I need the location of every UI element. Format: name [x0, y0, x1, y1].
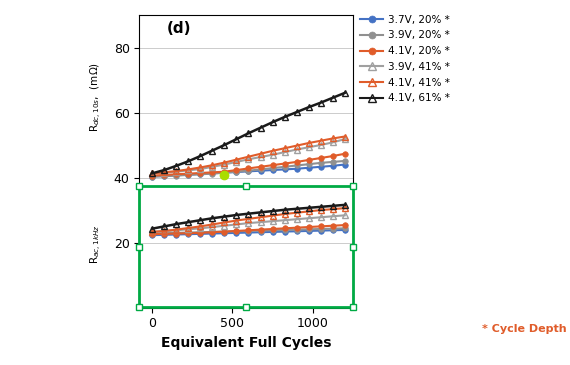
- Text: R$_{dc,10s}$,  (mΩ): R$_{dc,10s}$, (mΩ): [89, 62, 104, 132]
- Text: * Cycle Depth: * Cycle Depth: [482, 323, 566, 334]
- Legend: 3.7V, 20% *, 3.9V, 20% *, 4.1V, 20% *, 3.9V, 41% *, 4.1V, 41% *, 4.1V, 61% *: 3.7V, 20% *, 3.9V, 20% *, 4.1V, 20% *, 3…: [360, 15, 450, 103]
- Text: R$_{ac,1kHz}$: R$_{ac,1kHz}$: [89, 224, 104, 264]
- Bar: [140, 186, 353, 307]
- X-axis label: Equivalent Full Cycles: Equivalent Full Cycles: [161, 336, 331, 350]
- Text: (d): (d): [167, 21, 192, 36]
